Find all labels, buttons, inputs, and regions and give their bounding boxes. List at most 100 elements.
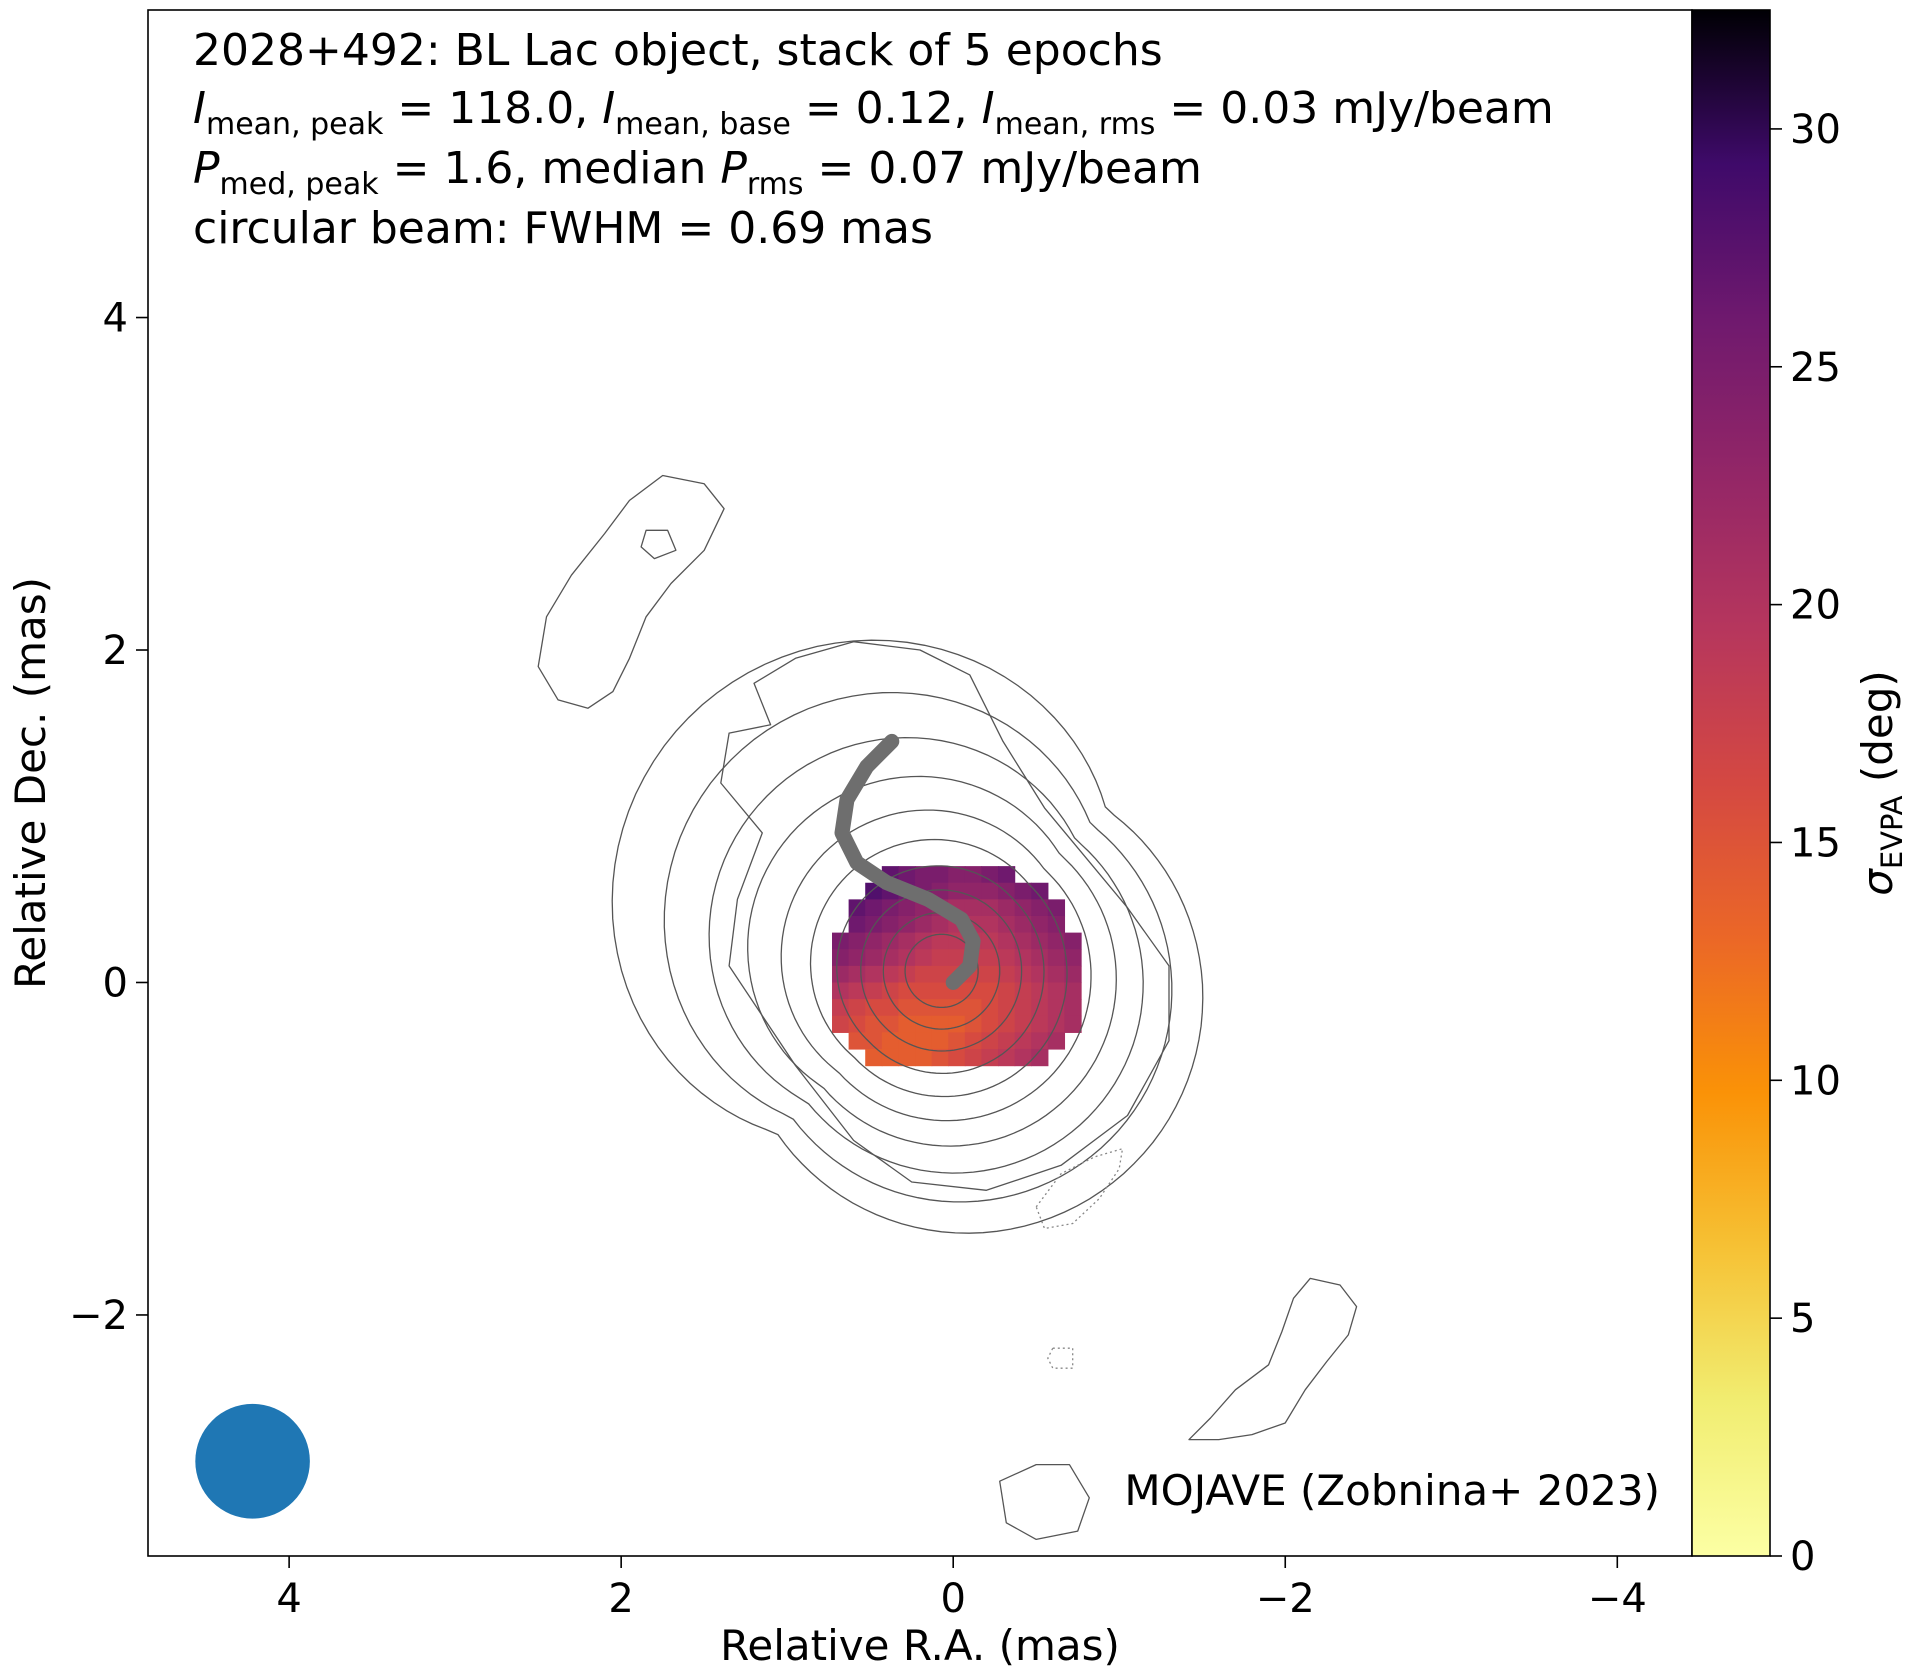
- evpa-pixel: [1064, 949, 1082, 967]
- x-tick-label: −2: [1256, 1576, 1315, 1622]
- annotation-fragment: P: [193, 143, 220, 194]
- evpa-pixel: [915, 965, 933, 984]
- evpa-pixel: [931, 1048, 949, 1067]
- evpa-pixel: [948, 1032, 966, 1050]
- evpa-pixel: [898, 932, 916, 950]
- evpa-pixel: [1064, 932, 1082, 950]
- evpa-pixel: [981, 965, 999, 984]
- contour-level: [904, 933, 979, 1009]
- plot-area: [195, 474, 1358, 1541]
- contour-level: [708, 736, 1144, 1174]
- evpa-pixel: [998, 899, 1016, 917]
- evpa-pixel: [898, 1048, 916, 1067]
- evpa-pixel: [1014, 1015, 1032, 1033]
- y-axis-ticks: −2 0 2 4: [69, 296, 148, 1339]
- contour-level: [611, 639, 1204, 1234]
- evpa-pixel: [881, 915, 900, 934]
- evpa-pixel: [964, 1032, 983, 1050]
- evpa-pixel: [998, 882, 1016, 900]
- contour-level: [882, 911, 1001, 1030]
- evpa-pixel: [931, 1032, 949, 1050]
- evpa-pixel: [915, 999, 933, 1017]
- evpa-pixel: [898, 899, 916, 917]
- evpa-pixel: [1047, 899, 1066, 917]
- evpa-pixel: [998, 932, 1016, 950]
- annotation-line: Pmed, peak = 1.6, median Prms = 0.07 mJy…: [193, 143, 1202, 202]
- evpa-pixel: [981, 1032, 999, 1050]
- evpa-pixel: [1014, 932, 1032, 950]
- x-tick-label: 4: [276, 1576, 301, 1622]
- evpa-pixel: [931, 1015, 949, 1033]
- evpa-pixel: [915, 932, 933, 950]
- annotation-subscript: rms: [747, 167, 804, 202]
- evpa-pixel: [1014, 899, 1032, 917]
- evpa-pixel: [881, 1048, 900, 1067]
- colorbar: [1691, 9, 1771, 1557]
- jet-ridge-line: [834, 733, 981, 990]
- intensity-contours: [611, 639, 1204, 1234]
- annotation-subscript: mean, base: [615, 107, 791, 142]
- evpa-pixel: [848, 915, 866, 934]
- evpa-pixel: [915, 1032, 933, 1050]
- annotation-fragment: = 118.0,: [383, 83, 602, 134]
- evpa-pixel: [865, 949, 883, 967]
- beam: [195, 1403, 310, 1519]
- evpa-pixel: [1031, 982, 1049, 1000]
- evpa-pixel: [881, 982, 900, 1000]
- evpa-pixel: [1031, 915, 1049, 934]
- evpa-pixel: [1031, 949, 1049, 967]
- evpa-pixel: [1047, 965, 1066, 984]
- annotation-fragment: P: [720, 143, 747, 194]
- evpa-pixel: [848, 1015, 866, 1033]
- evpa-pixel: [1047, 932, 1066, 950]
- evpa-pixel: [898, 1032, 916, 1050]
- evpa-pixel: [948, 1048, 966, 1067]
- evpa-pixel: [848, 899, 866, 917]
- x-tick-label: −4: [1588, 1576, 1647, 1622]
- evpa-pixel: [964, 999, 983, 1017]
- evpa-pixel: [1031, 882, 1049, 900]
- evpa-pixel: [1031, 1048, 1049, 1067]
- contour-level: [663, 691, 1173, 1203]
- evpa-pixel: [915, 982, 933, 1000]
- evpa-pixel: [1014, 949, 1032, 967]
- evpa-pixel: [998, 949, 1016, 967]
- evpa-pixel: [848, 965, 866, 984]
- evpa-pixel: [1014, 1032, 1032, 1050]
- evpa-pixel: [832, 999, 850, 1017]
- colorbar-tick-label: 10: [1790, 1058, 1841, 1104]
- contour-islands: [537, 474, 1358, 1541]
- contour-level: [836, 865, 1045, 1075]
- evpa-pixel: [865, 965, 883, 984]
- credit-label: MOJAVE (Zobnina+ 2023): [1124, 1466, 1660, 1515]
- annotation-line: 2028+492: BL Lac object, stack of 5 epoc…: [193, 25, 1163, 76]
- evpa-pixel: [848, 999, 866, 1017]
- colorbar-tick-label: 15: [1790, 820, 1841, 866]
- evpa-pixel: [1014, 999, 1032, 1017]
- y-tick-label: −2: [69, 1293, 128, 1339]
- colorbar-label: σEVPA (deg): [1853, 670, 1905, 896]
- contour-level: [747, 775, 1117, 1147]
- x-tick-label: 2: [608, 1576, 633, 1622]
- annotation-subscript: med, peak: [220, 167, 380, 202]
- annotation-line: circular beam: FWHM = 0.69 mas: [193, 203, 933, 254]
- evpa-pixel: [915, 1015, 933, 1033]
- evpa-pixel: [1014, 915, 1032, 934]
- figure-annotation: 2028+492: BL Lac object, stack of 5 epoc…: [193, 25, 1554, 254]
- evpa-pixel: [1064, 982, 1082, 1000]
- evpa-pixel: [998, 1032, 1016, 1050]
- ridge-path: [834, 733, 981, 990]
- evpa-pixel: [931, 915, 949, 934]
- colorbar-tick-label: 5: [1790, 1296, 1815, 1342]
- evpa-pixel: [865, 999, 883, 1017]
- evpa-pixel: [1031, 965, 1049, 984]
- evpa-pixel: [865, 982, 883, 1000]
- evpa-pixel: [981, 999, 999, 1017]
- y-tick-label: 4: [103, 296, 128, 342]
- evpa-pixel: [1064, 965, 1082, 984]
- evpa-pixel: [865, 1032, 883, 1050]
- evpa-pixel: [981, 915, 999, 934]
- contour-island: [1188, 1277, 1358, 1441]
- evpa-pixel: [881, 999, 900, 1017]
- evpa-pixel: [931, 965, 949, 984]
